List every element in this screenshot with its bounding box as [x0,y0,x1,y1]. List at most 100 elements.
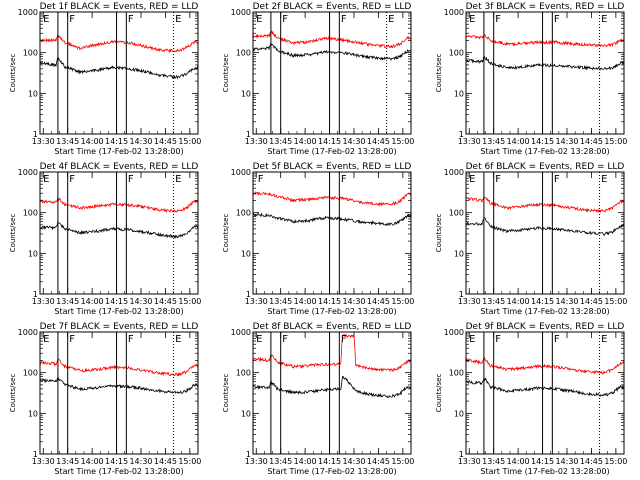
marker-label: F [128,174,134,185]
x-tick-label: 14:15 [105,457,128,466]
x-axis-label: Start Time (17-Feb-02 13:28:00) [54,467,183,476]
y-tick-label: 10 [454,249,464,258]
x-tick-label: 14:30 [129,297,152,306]
plot-frame [39,171,199,295]
y-tick-label: 1 [459,290,464,299]
x-tick-label: 14:00 [507,297,530,306]
x-tick-label: 13:30 [458,457,481,466]
y-tick-label: 1 [246,290,251,299]
x-tick-label: 14:45 [367,297,390,306]
plot-frame [39,11,199,135]
detector-panel: Det 4f BLACK = Events, RED = LLD F F E E 1 10 1… [9,162,201,316]
x-tick-label: 14:00 [507,457,530,466]
y-tick-label: 10 [28,89,38,98]
lld-series-line [466,34,624,48]
x-tick-label: 14:30 [342,137,365,146]
x-tick-label: 14:30 [129,137,152,146]
marker-label: E [43,334,49,345]
y-tick-label: 1 [33,450,38,459]
y-axis-label: Counts/sec [9,214,17,253]
marker-label: F [128,334,134,345]
y-tick-label: 10 [454,409,464,418]
marker-label: F [495,14,501,25]
panel-title: Det 7f BLACK = Events, RED = LLD [40,322,199,332]
x-tick-label: 14:30 [555,137,578,146]
y-tick-label: 1000 [231,328,251,337]
y-tick-label: 100 [449,209,464,218]
y-tick-label: 100 [23,209,38,218]
x-tick-label: 14:00 [81,457,104,466]
marker-label: E [256,14,262,25]
x-axis-label: Start Time (17-Feb-02 13:28:00) [54,147,183,156]
y-axis-label: Counts/sec [9,54,17,93]
events-series-line [40,221,198,240]
detector-panel: Det 1f BLACK = Events, RED = LLD F F E E 1 10 1… [9,2,201,156]
marker-label: F [495,334,501,345]
panel-title: Det 1f BLACK = Events, RED = LLD [40,2,199,12]
x-tick-label: 13:45 [56,457,79,466]
marker-label: E [256,334,262,345]
y-tick-label: 1 [33,130,38,139]
x-tick-label: 15:00 [604,297,627,306]
x-tick-label: 14:45 [367,137,390,146]
x-tick-label: 13:30 [458,297,481,306]
y-tick-label: 1000 [444,328,464,337]
y-axis-label: Counts/sec [435,214,443,253]
marker-label: E [175,334,181,345]
marker-label: F [341,174,347,185]
detector-panel: Det 9f BLACK = Events, RED = LLD F F E E 1 10 1… [435,322,627,476]
x-tick-label: 14:45 [580,297,603,306]
marker-label: E [601,14,607,25]
x-tick-label: 15:00 [604,457,627,466]
x-tick-label: 14:15 [318,297,341,306]
detector-panel: Det 5f BLACK = Events, RED = LLD F F 1 10 100… [222,162,414,316]
y-tick-label: 1000 [18,328,38,337]
x-tick-label: 13:45 [269,297,292,306]
x-tick-label: 15:00 [178,457,201,466]
x-tick-label: 14:15 [318,457,341,466]
plot-frame [252,171,412,295]
x-tick-label: 13:30 [458,137,481,146]
y-tick-label: 10 [241,249,251,258]
y-axis-label: Counts/sec [222,214,230,253]
lld-series-line [40,197,198,213]
lld-series-line [466,196,624,214]
panel-title: Det 6f BLACK = Events, RED = LLD [466,162,625,172]
x-tick-label: 14:45 [580,137,603,146]
panel-title: Det 4f BLACK = Events, RED = LLD [40,162,199,172]
panel-title: Det 5f BLACK = Events, RED = LLD [253,162,412,172]
x-tick-label: 15:00 [391,457,414,466]
y-tick-label: 10 [454,89,464,98]
x-tick-label: 14:00 [507,137,530,146]
y-tick-label: 1000 [18,168,38,177]
events-series-line [40,376,198,394]
marker-label: E [601,334,607,345]
lld-series-line [253,333,411,373]
marker-label: E [175,174,181,185]
x-axis-label: Start Time (17-Feb-02 13:28:00) [480,307,609,316]
marker-label: F [128,14,134,25]
x-tick-label: 14:45 [367,457,390,466]
x-tick-label: 14:30 [129,457,152,466]
x-tick-label: 13:30 [32,137,55,146]
marker-label: F [69,174,75,185]
y-tick-label: 1000 [231,8,251,17]
x-tick-label: 13:30 [32,297,55,306]
x-tick-label: 14:30 [555,297,578,306]
x-tick-label: 14:00 [294,137,317,146]
marker-label: F [341,14,347,25]
marker-label: F [554,174,560,185]
events-series-line [253,41,411,62]
x-tick-label: 13:30 [245,297,268,306]
marker-label: F [282,334,288,345]
x-tick-label: 14:15 [318,137,341,146]
y-tick-label: 1000 [18,8,38,17]
marker-label: F [258,174,264,185]
marker-label: E [43,174,49,185]
x-axis-label: Start Time (17-Feb-02 13:28:00) [267,147,396,156]
y-tick-label: 100 [236,209,251,218]
x-tick-label: 14:45 [154,457,177,466]
x-axis-label: Start Time (17-Feb-02 13:28:00) [54,307,183,316]
detector-panel: Det 2f BLACK = Events, RED = LLD F F E E 1 10 1… [222,2,414,156]
marker-label: E [175,14,181,25]
